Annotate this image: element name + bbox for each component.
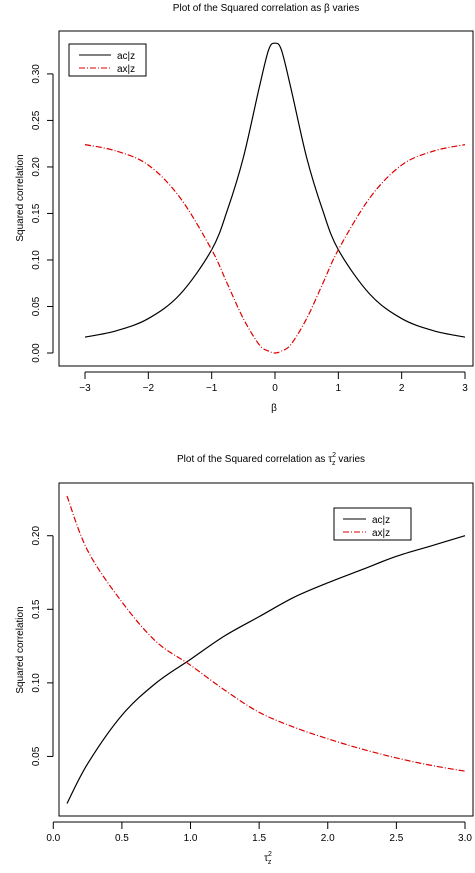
chart-tau-title: Plot of the Squared correlation as τ2 z v…	[177, 452, 365, 467]
chart-beta-x-tick-label: 3	[462, 383, 468, 394]
chart-beta-y-tick-label: 0.00	[31, 343, 42, 363]
chart-tau-title-sup: 2	[332, 452, 336, 459]
chart-tau-series	[66, 495, 466, 804]
chart-tau-x-tick-label: 2.0	[321, 833, 335, 844]
chart-beta-legend-label-axz: ax|z	[117, 64, 135, 75]
chart-tau-y-tick-label: 0.15	[31, 599, 42, 619]
chart-tau-title-symbol: τ	[328, 454, 332, 465]
chart-beta-x-tick-label: 0	[272, 383, 278, 394]
chart-beta-x-axis: −3 −2 −1 0 1 2 3	[79, 371, 468, 394]
chart-tau-x-axis-label: τ2 z	[264, 851, 272, 866]
chart-tau-y-axis: 0.05 0.10 0.15 0.20	[31, 526, 54, 766]
chart-tau-x-tick-label: 1.0	[184, 833, 198, 844]
chart-tau-x-tick-label: 2.5	[389, 833, 403, 844]
chart-beta-legend: ac|z ax|z	[68, 43, 147, 77]
chart-beta-x-axis-label: β	[271, 403, 277, 414]
chart-beta-x-tick-label: 1	[336, 383, 342, 394]
chart-tau-x-tick-label: 3.0	[458, 833, 472, 844]
chart-beta-series	[84, 42, 466, 354]
chart-tau-y-tick-label: 0.10	[31, 673, 42, 693]
chart-tau-title-sub: z	[332, 460, 336, 467]
chart-tau-title-suffix: varies	[336, 454, 365, 465]
chart-tau-legend-label-acz: ac|z	[372, 515, 390, 526]
chart-tau-y-tick-label: 0.20	[31, 526, 42, 546]
chart-beta-series-line-acz	[84, 42, 466, 338]
chart-beta-x-tick-label: −2	[143, 383, 155, 394]
chart-tau-x-tick-label: 0.5	[115, 833, 129, 844]
chart-tau-legend-label-axz: ax|z	[372, 528, 390, 539]
chart-beta-y-axis: 0.00 0.05 0.10 0.15 0.20 0.25 0.30	[31, 64, 54, 363]
chart-beta-y-tick-label: 0.10	[31, 250, 42, 270]
chart-tau-legend-box	[333, 507, 412, 541]
chart-tau-x-tick-label: 1.5	[252, 833, 266, 844]
chart-tau-x-tick-label: 0.0	[46, 833, 60, 844]
chart-beta-y-tick-label: 0.25	[31, 110, 42, 130]
chart-tau-x-axis: 0.0 0.5 1.0 1.5 2.0 2.5 3.0	[46, 821, 472, 844]
chart-tau: Plot of the Squared correlation as τ2 z v…	[15, 452, 474, 866]
chart-tau-series-line-axz	[66, 495, 466, 772]
chart-beta-series-line-axz	[84, 144, 466, 354]
chart-beta-x-tick-label: −3	[79, 383, 91, 394]
chart-beta-legend-label-acz: ac|z	[117, 51, 135, 62]
chart-beta-legend-box	[68, 43, 147, 77]
chart-tau-series-line-acz	[66, 535, 466, 804]
chart-beta-y-tick-label: 0.15	[31, 203, 42, 223]
chart-tau-x-label-sub: z	[268, 859, 272, 866]
chart-beta-y-tick-label: 0.05	[31, 296, 42, 316]
chart-beta-y-tick-label: 0.30	[31, 64, 42, 84]
chart-tau-y-tick-label: 0.05	[31, 746, 42, 766]
chart-beta-title: Plot of the Squared correlation as β var…	[173, 3, 359, 14]
chart-tau-x-label-symbol: τ	[264, 853, 268, 864]
chart-tau-title-prefix: Plot of the Squared correlation as	[177, 454, 328, 465]
chart-tau-plot-box	[58, 482, 474, 817]
chart-beta-y-tick-label: 0.20	[31, 157, 42, 177]
chart-tau-y-axis-label: Squared correlation	[15, 606, 26, 693]
chart-beta-x-tick-label: −1	[206, 383, 218, 394]
chart-beta-plot-box	[58, 30, 474, 367]
chart-beta-y-axis-label: Squared correlation	[15, 154, 26, 241]
chart-tau-x-label-sup: 2	[268, 851, 272, 858]
chart-beta-x-tick-label: 2	[399, 383, 405, 394]
chart-beta: Plot of the Squared correlation as β var…	[15, 3, 474, 414]
chart-tau-legend: ac|z ax|z	[333, 507, 412, 541]
